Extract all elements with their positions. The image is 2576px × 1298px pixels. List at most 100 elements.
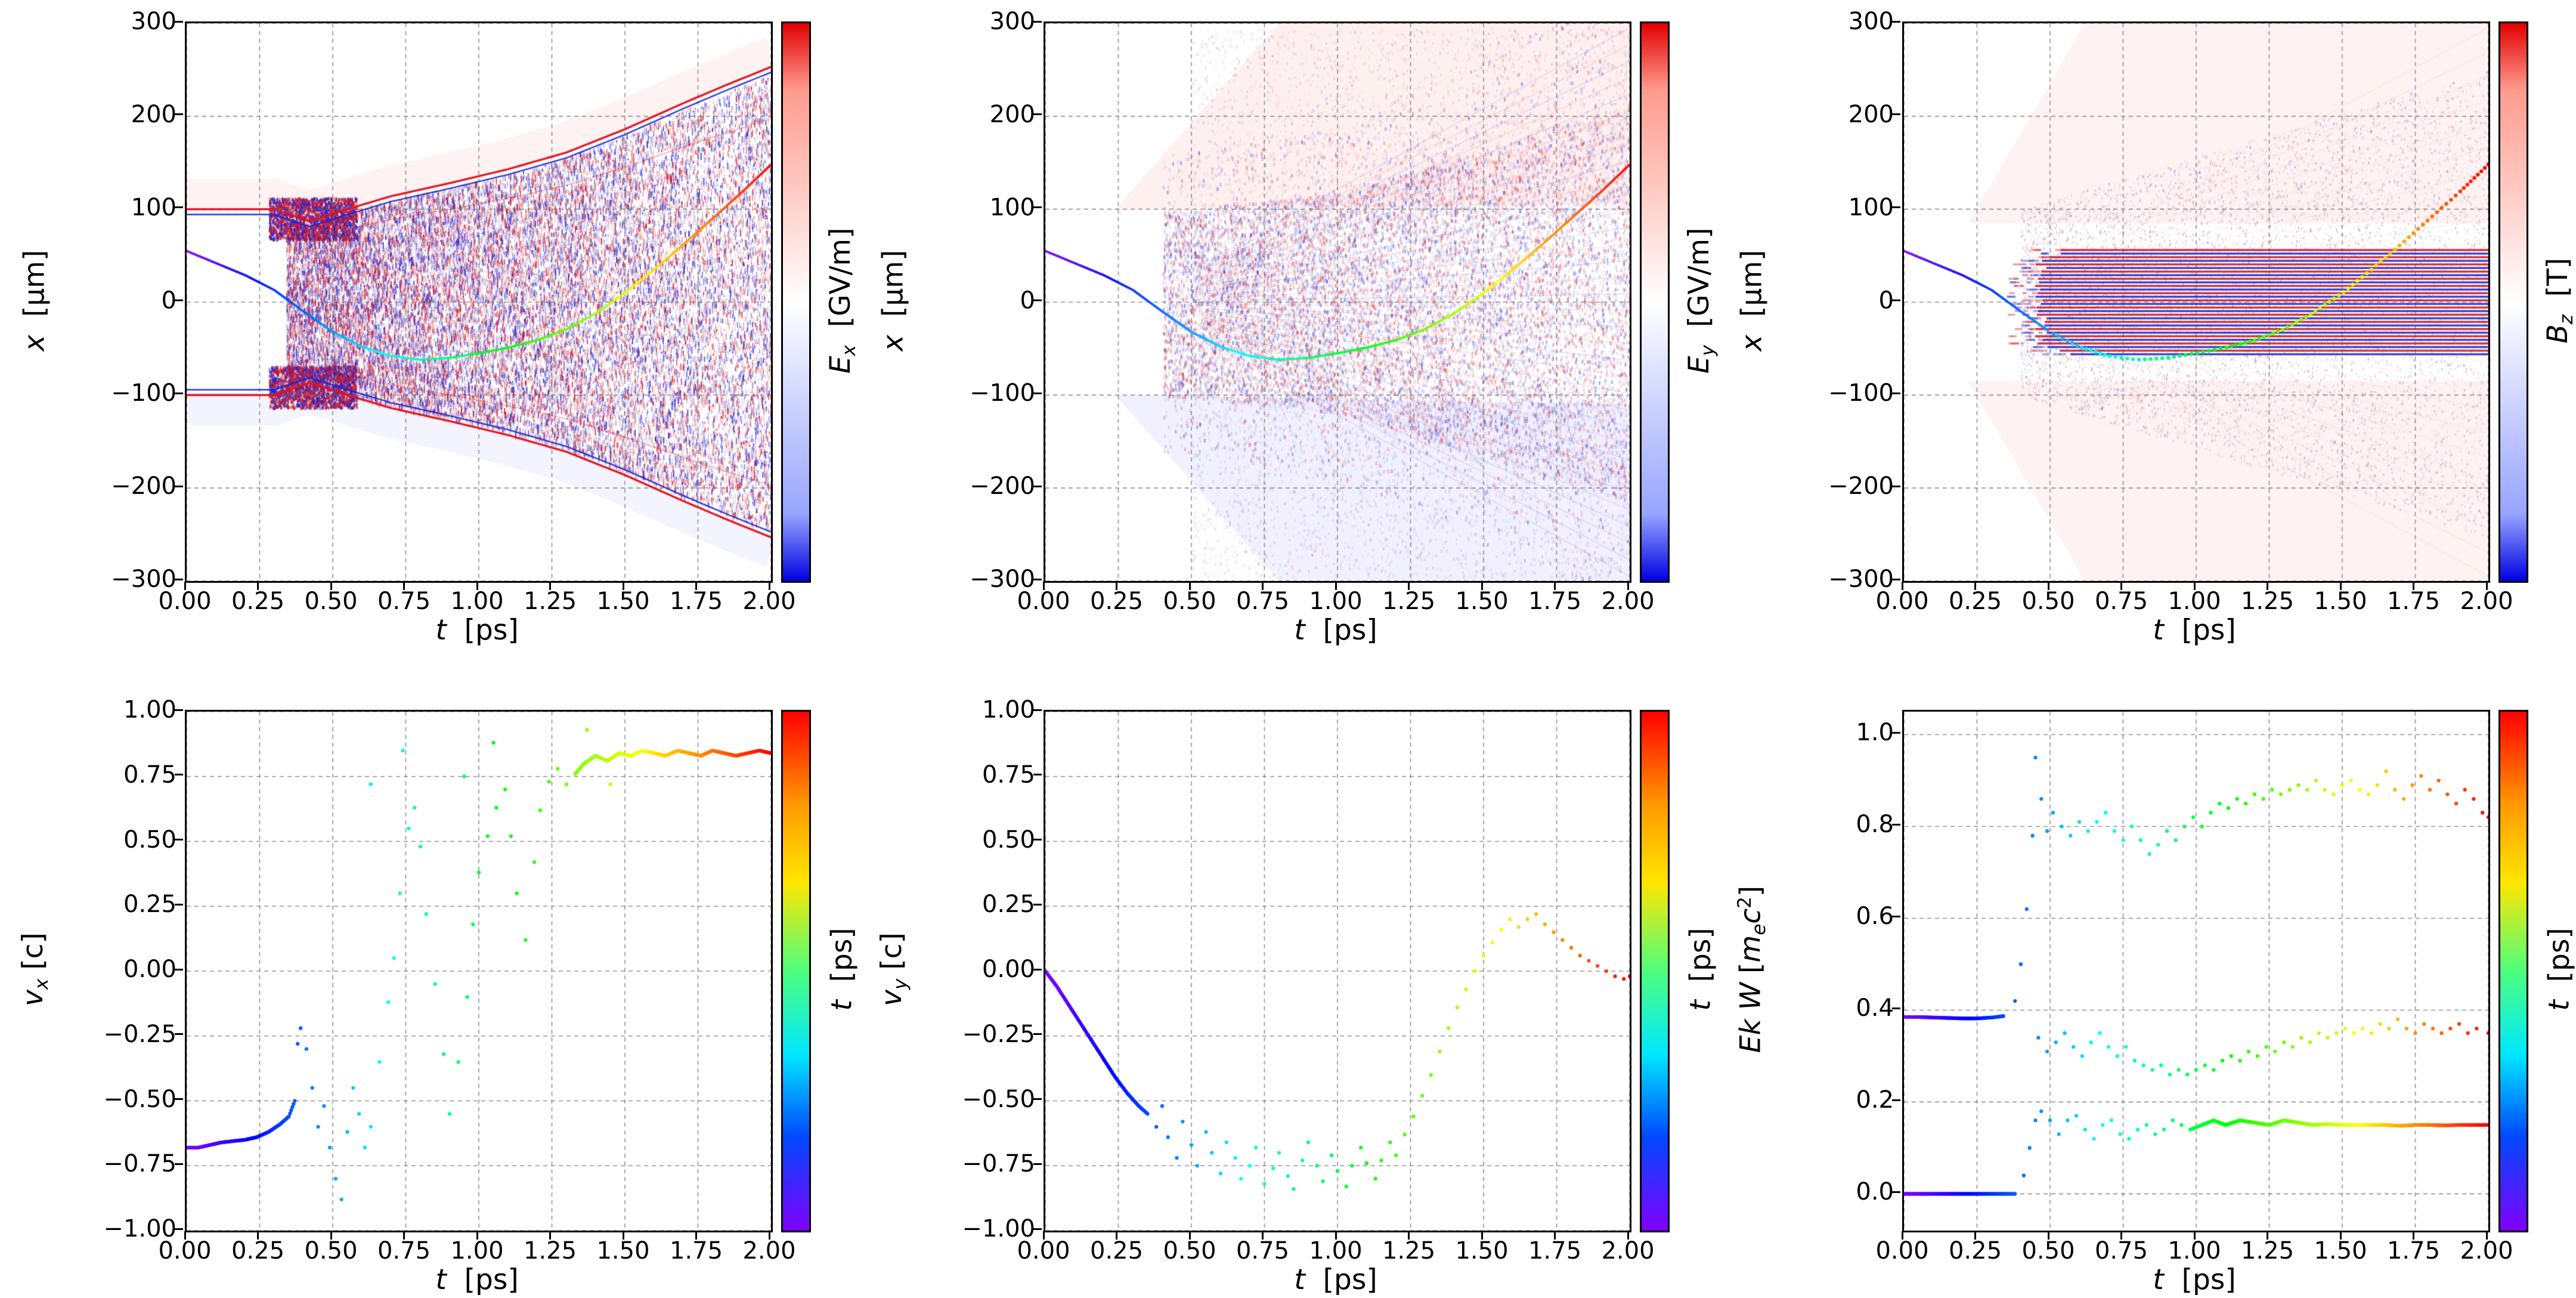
x-tick-label: 1.25	[1382, 588, 1436, 615]
x-tick-mark	[1901, 1231, 1903, 1240]
x-tick-label: 1.75	[1528, 1237, 1582, 1265]
x-tick-mark	[2120, 1231, 2122, 1240]
x-tick-mark	[1627, 582, 1629, 590]
y-tick-mark	[1033, 299, 1042, 301]
y-axis-label: x [μm]	[877, 249, 910, 351]
x-tick-mark	[1481, 582, 1483, 590]
y-tick-label: −300	[111, 565, 177, 593]
colorbar-label: Bz [T]	[2541, 257, 2576, 344]
y-tick-label: −0.25	[962, 1020, 1035, 1048]
y-tick-mark	[1033, 1228, 1042, 1230]
x-tick-label: 1.75	[669, 1237, 723, 1265]
y-tick-label: 0	[1878, 286, 1894, 314]
x-tick-mark	[2413, 582, 2414, 590]
x-tick-mark	[1335, 582, 1337, 590]
subplot-ek-scatter: Ek W [mec2] t [ps] t [ps] 0.00 0.25 0.50 0.…	[1717, 649, 2576, 1298]
x-tick-label: 1.00	[450, 1237, 504, 1265]
subplot-ey-map: x [μm] t [ps] Ey [GV/m] 0.00 0.25 0.50 0.75…	[859, 0, 1719, 649]
y-tick-mark	[1892, 1099, 1900, 1101]
x-tick-mark	[2193, 1231, 2196, 1240]
x-tick-label: 0.25	[1948, 588, 2002, 615]
y-tick-mark	[1033, 485, 1042, 487]
y-tick-label: 0.50	[982, 826, 1035, 854]
x-tick-label: 0.50	[2021, 588, 2075, 615]
colorbar-label: t [ps]	[2543, 928, 2576, 1011]
x-tick-label: 1.50	[1455, 588, 1509, 615]
x-tick-label: 0.00	[1017, 588, 1070, 615]
y-tick-label: 200	[989, 100, 1035, 128]
ek-scatter-canvas	[1902, 710, 2490, 1232]
y-tick-label: −100	[111, 379, 177, 407]
x-axis-label: t [ps]	[2153, 1263, 2236, 1296]
x-tick-mark	[2047, 1231, 2049, 1240]
x-tick-label: 2.00	[2460, 1237, 2513, 1265]
colorbar-label: Ey [GV/m]	[1683, 227, 1719, 373]
x-tick-mark	[2267, 582, 2268, 590]
y-axis-label: x [μm]	[18, 249, 51, 351]
y-tick-label: 300	[989, 8, 1035, 35]
x-tick-mark	[1042, 1231, 1045, 1240]
vy-scatter-canvas	[1044, 710, 1631, 1232]
x-tick-mark	[1188, 582, 1191, 590]
y-tick-mark	[175, 392, 183, 394]
y-tick-label: 0.25	[123, 891, 177, 919]
y-tick-mark	[175, 485, 183, 487]
y-tick-label: −100	[970, 379, 1035, 407]
y-tick-label: 1.0	[1856, 719, 1894, 747]
y-tick-label: 300	[1848, 8, 1894, 35]
x-tick-mark	[768, 582, 770, 590]
x-tick-label: 0.75	[377, 1237, 431, 1265]
y-tick-label: −200	[111, 472, 177, 500]
ex-field-heatmap-canvas	[185, 21, 773, 583]
y-tick-mark	[1892, 1007, 1900, 1009]
y-tick-label: 0	[1020, 286, 1035, 314]
y-tick-mark	[1892, 485, 1900, 487]
x-tick-mark	[622, 582, 624, 590]
x-tick-label: 2.00	[742, 1237, 796, 1265]
y-tick-mark	[1033, 774, 1042, 776]
y-tick-label: −0.50	[103, 1085, 177, 1113]
x-tick-label: 0.00	[1875, 1237, 1929, 1265]
y-tick-mark	[175, 774, 183, 776]
x-tick-label: 1.00	[2168, 588, 2221, 615]
x-tick-label: 1.25	[1382, 1237, 1436, 1265]
y-tick-label: 0.8	[1856, 811, 1894, 839]
x-tick-mark	[1554, 1231, 1556, 1240]
y-tick-label: −300	[1828, 565, 1894, 593]
x-tick-mark	[2047, 582, 2049, 590]
x-tick-label: 0.00	[1017, 1237, 1070, 1265]
x-tick-mark	[2413, 1231, 2414, 1240]
x-axis-label: t [ps]	[435, 1263, 519, 1296]
y-tick-mark	[1033, 1033, 1042, 1036]
y-tick-mark	[175, 20, 183, 23]
y-tick-label: 0.00	[123, 956, 177, 983]
y-tick-mark	[1033, 1098, 1042, 1100]
y-tick-mark	[1892, 731, 1900, 734]
y-tick-mark	[1892, 20, 1900, 23]
y-tick-label: 0	[161, 286, 177, 314]
colorbar-label: t [ps]	[825, 928, 859, 1011]
y-tick-mark	[175, 839, 183, 840]
x-tick-label: 2.00	[1601, 1237, 1655, 1265]
y-tick-mark	[1033, 578, 1042, 580]
x-tick-mark	[1335, 1231, 1337, 1240]
x-tick-mark	[2267, 1231, 2268, 1240]
y-tick-label: −0.25	[103, 1020, 177, 1048]
x-tick-label: 1.75	[669, 588, 723, 615]
x-tick-label: 0.75	[1236, 588, 1290, 615]
y-tick-label: 0.75	[123, 761, 177, 789]
x-tick-label: 0.75	[1236, 1237, 1290, 1265]
y-tick-mark	[1892, 1191, 1900, 1193]
y-tick-mark	[175, 903, 183, 905]
y-axis-label: x [μm]	[1735, 249, 1769, 351]
x-tick-mark	[1554, 582, 1556, 590]
x-tick-label: 1.50	[596, 588, 650, 615]
x-tick-label: 0.75	[377, 588, 431, 615]
x-tick-label: 0.25	[231, 588, 285, 615]
x-tick-label: 1.75	[2386, 1237, 2441, 1265]
y-tick-label: −300	[970, 565, 1035, 593]
y-tick-mark	[1033, 839, 1042, 840]
y-tick-label: −1.00	[103, 1215, 177, 1243]
x-tick-label: 1.25	[2240, 1237, 2295, 1265]
